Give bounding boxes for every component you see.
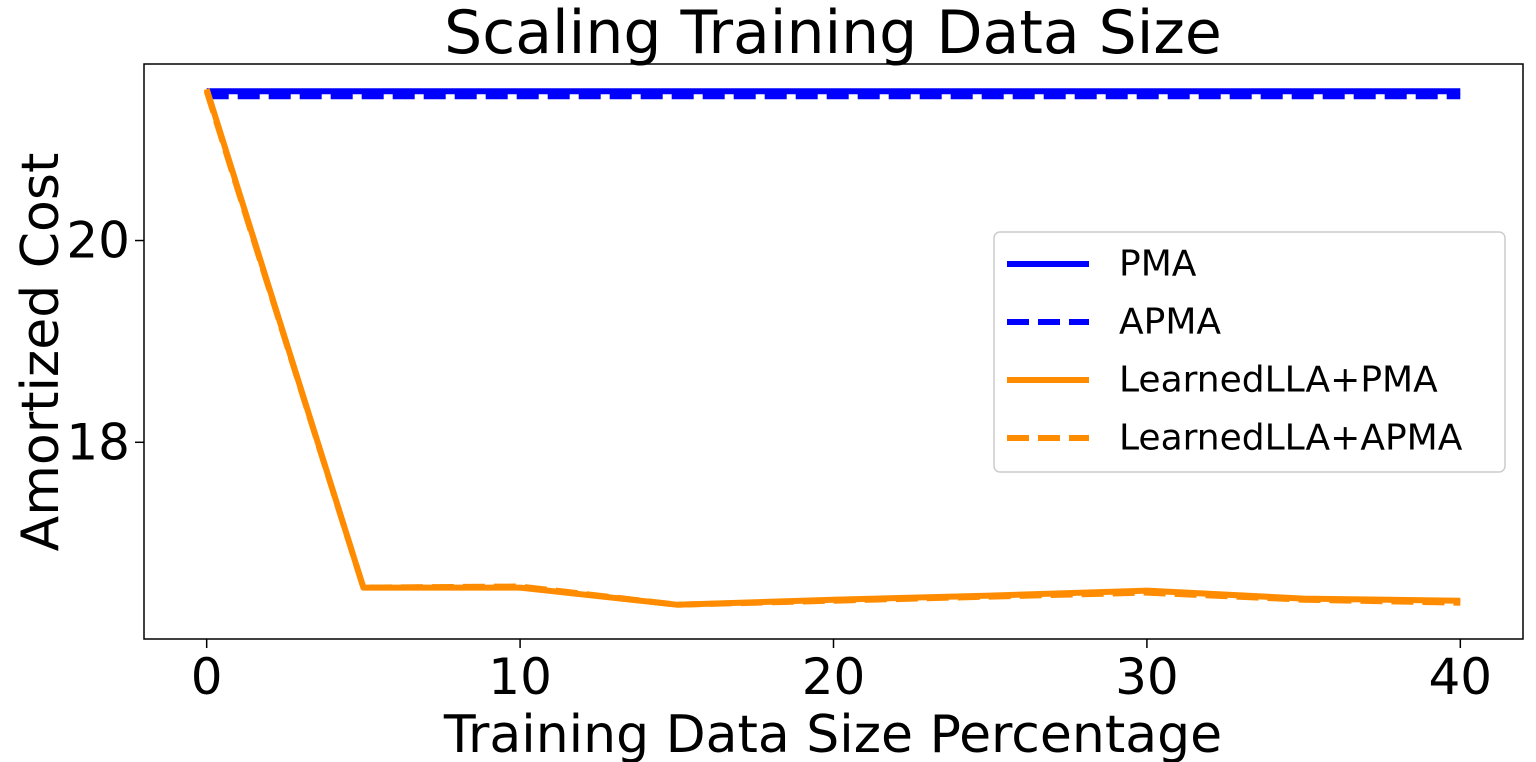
x-tick-label: 20 (802, 648, 866, 706)
x-axis-label: Training Data Size Percentage (443, 705, 1222, 762)
x-tick-label: 10 (488, 648, 552, 706)
x-tick-label: 40 (1429, 648, 1493, 706)
plot-frame (143, 63, 1524, 640)
y-axis-label: Amortized Cost (11, 153, 71, 552)
legend-label: LearnedLLA+PMA (1119, 360, 1438, 401)
legend-frame (993, 231, 1506, 473)
y-tick-label: 18 (66, 413, 130, 471)
legend-label: PMA (1119, 244, 1197, 285)
legend-label: APMA (1119, 302, 1221, 343)
y-tick-label: 20 (66, 212, 130, 270)
legend-label: LearnedLLA+APMA (1119, 418, 1463, 459)
legend: PMA APMA LearnedLLA+PMA LearnedLLA+APMA (993, 231, 1506, 473)
series-line-learnedlla-apma (203, 90, 1461, 608)
series-lines (203, 88, 1461, 608)
x-tick-label: 30 (1115, 648, 1179, 706)
chart-title: Scaling Training Data Size (444, 0, 1222, 68)
x-tick-label: 0 (191, 648, 223, 706)
x-ticks: 0 10 20 30 40 (191, 639, 1492, 706)
